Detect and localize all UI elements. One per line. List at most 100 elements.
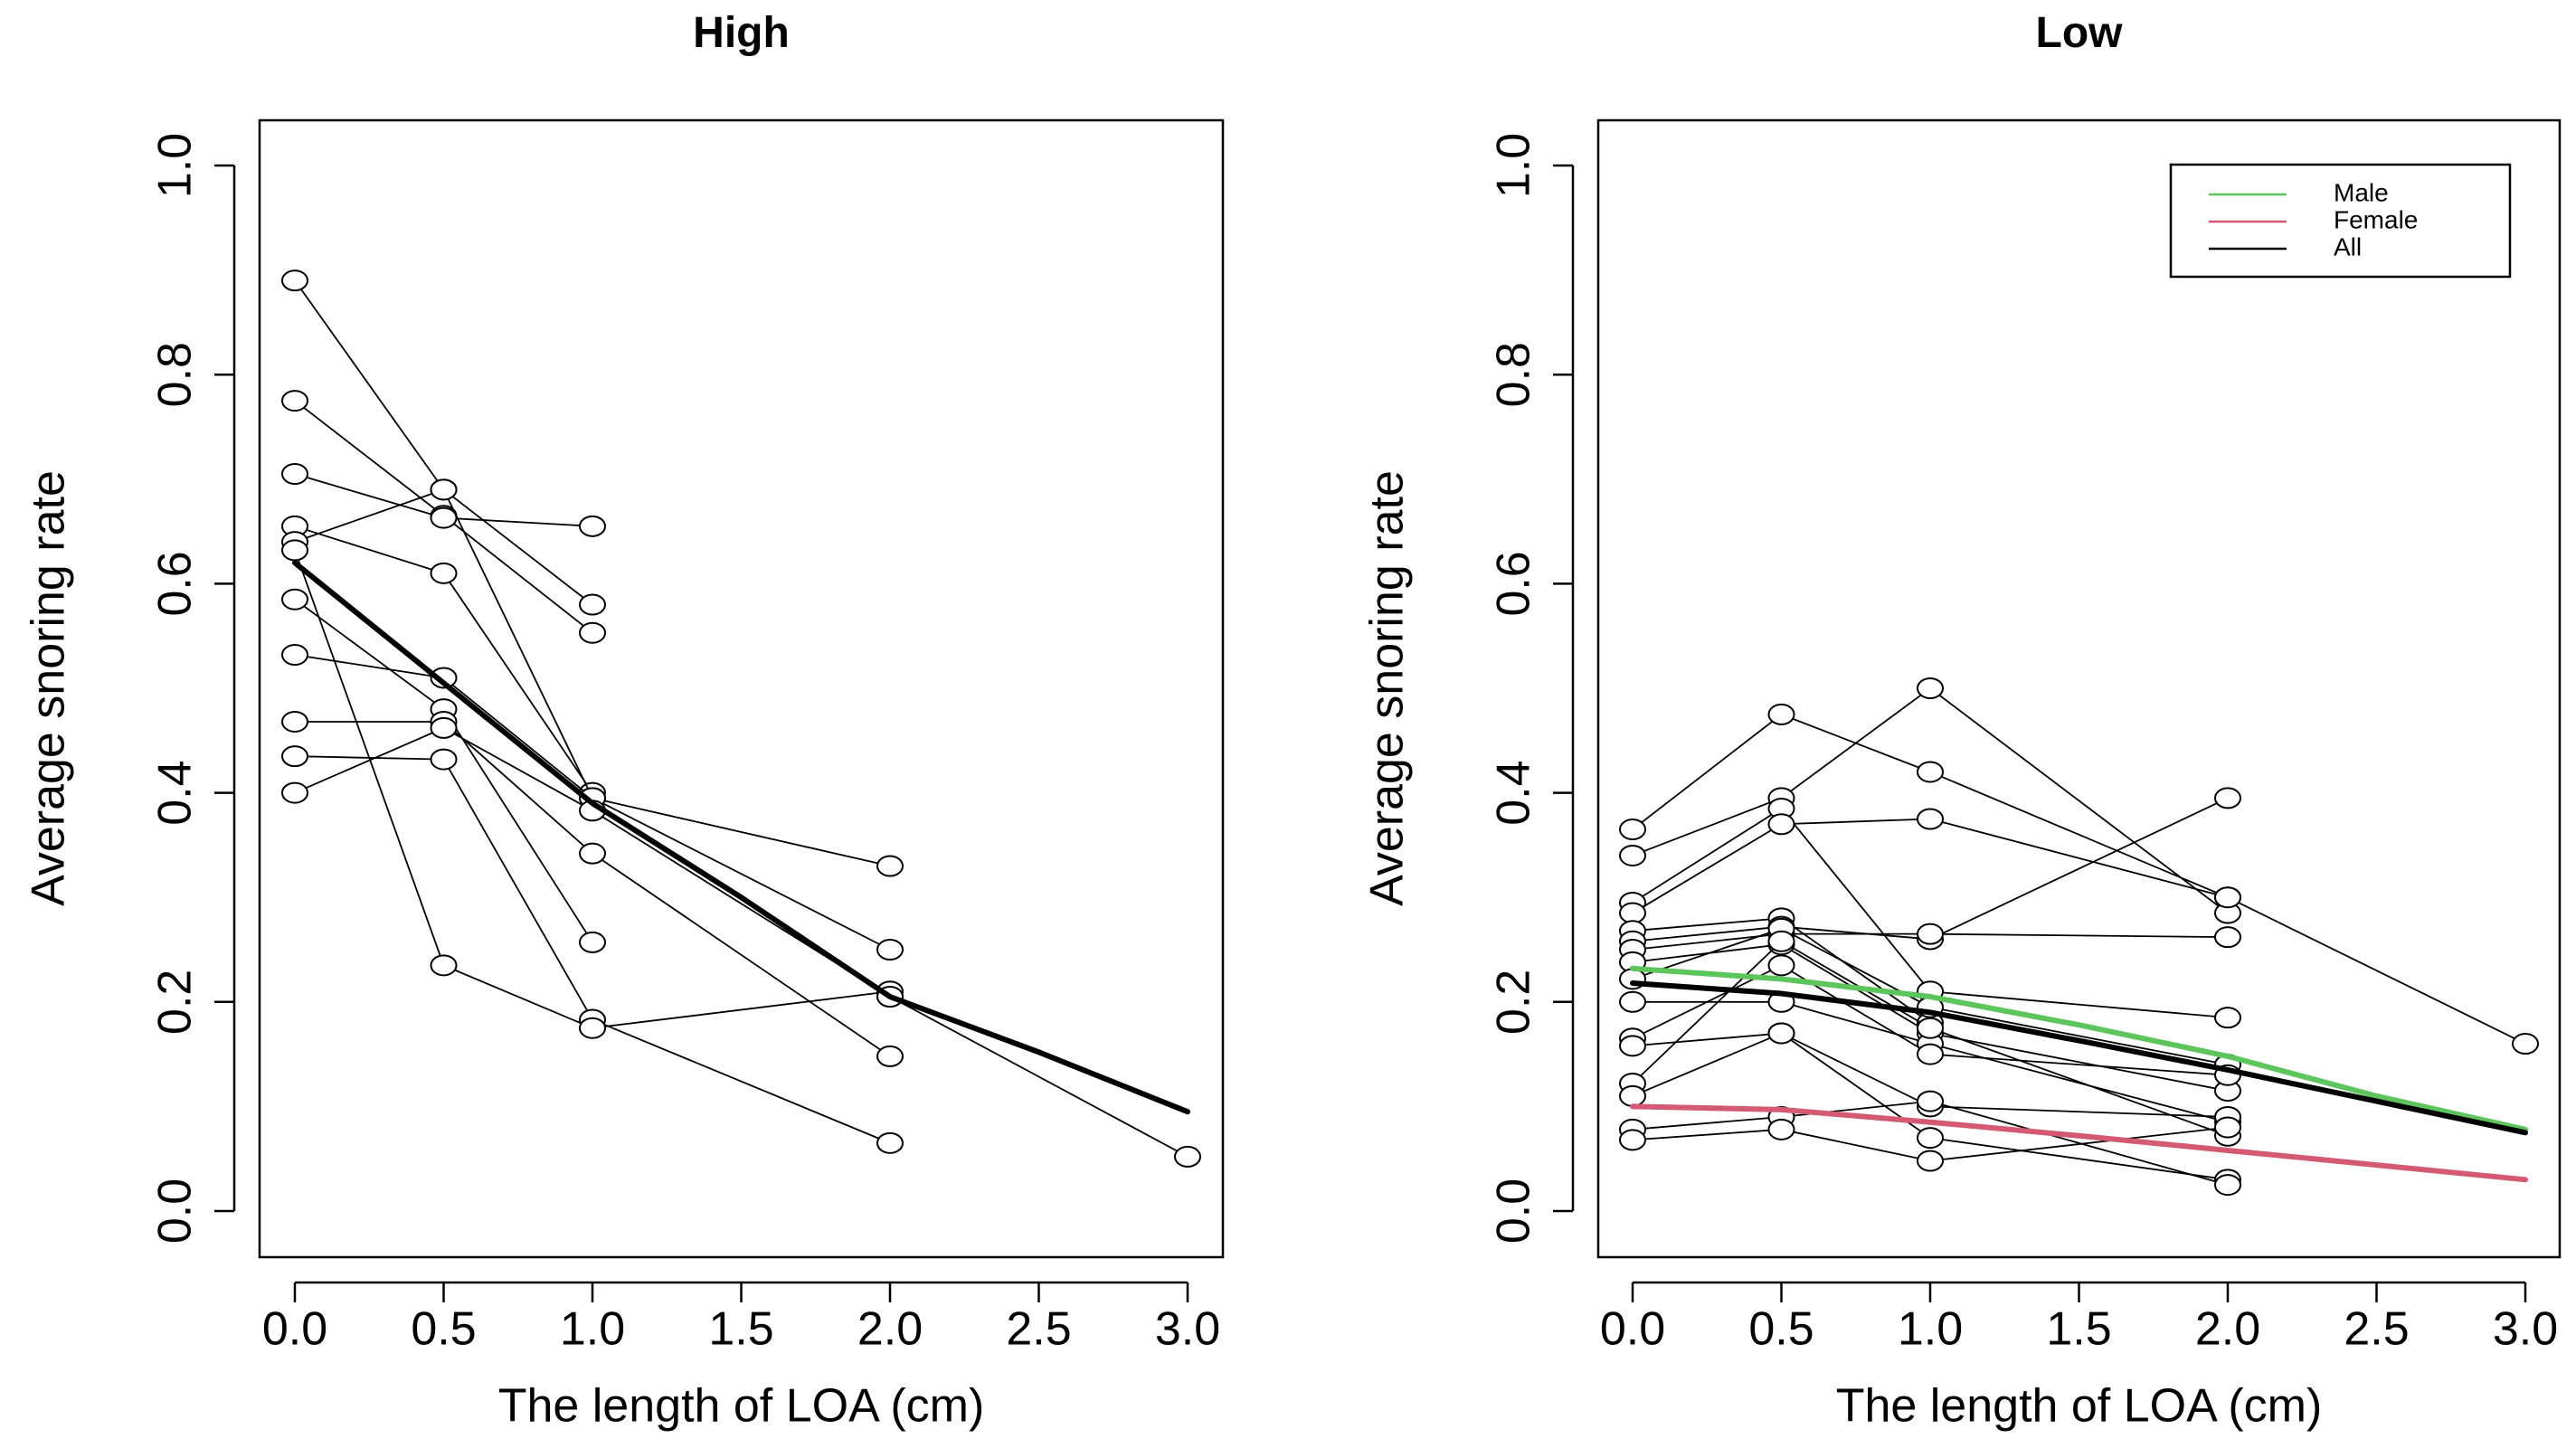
panel-0-subject-9-point-0	[281, 781, 308, 804]
panel-high: High 0.0 0.5 1.0 1.5 2.0 2.5 3.0 The length of L…	[23, 9, 1225, 1433]
panel-0-y-axis: 0.0 0.2 0.4 0.6 0.8 1.0 Average snoring rate	[23, 133, 236, 1244]
panel-1-fit-female-line	[1630, 1103, 2528, 1183]
panel-0-subject-3-point-1	[430, 562, 458, 584]
panel-1-subject-11-point-0	[1619, 1035, 1646, 1057]
panel-0-subject-7-point-3	[876, 1045, 904, 1067]
panel-1-x-tick-label-3: 1.5	[2046, 1303, 2111, 1356]
panel-1-subject-line-6	[1632, 932, 2229, 951]
panel-1-subject-14-point-3	[2214, 1174, 2241, 1197]
panel-0-x-axis-title: The length of LOA (cm)	[498, 1380, 985, 1433]
panel-1-subject-line-8	[1632, 927, 2229, 1066]
panel-1-subject-line-12	[1632, 940, 2229, 1137]
panel-0-x-tick-label-2: 1.0	[560, 1303, 625, 1356]
panel-0-subject-8-point-0	[281, 745, 308, 768]
panel-0-subject-2-point-0	[281, 463, 308, 486]
panel-0-fit-all-line	[292, 560, 1190, 1115]
panel-1-subject-15-point-0	[1619, 1129, 1646, 1151]
panel-1-subject-13-point-2	[1917, 1127, 1944, 1150]
panel-0-subjects	[281, 270, 1201, 1168]
panel-0-subject-6-point-1	[430, 667, 458, 689]
panel-0-subject-line-5	[294, 599, 593, 943]
panel-1-x-tick-label-1: 0.5	[1748, 1303, 1814, 1356]
panel-0-subject-line-6	[294, 654, 891, 867]
panel-0-x-tick-label-6: 3.0	[1155, 1303, 1220, 1356]
panel-1-subject-line-5	[1632, 797, 2229, 942]
panel-1-subject-3-point-2	[1917, 808, 1944, 830]
panel-1-subject-line-0	[1632, 713, 2229, 899]
panel-1-legend-label-all: All	[2334, 232, 2362, 260]
panel-1-subject-12-point-2	[1917, 1017, 1944, 1039]
panel-0-y-axis-title: Average snoring rate	[23, 470, 75, 906]
panel-1-subject-0-point-0	[1619, 819, 1646, 841]
panel-1-y-tick-label-0: 0.0	[1488, 1178, 1540, 1244]
panel-0-subject-10-point-0	[281, 539, 308, 562]
panel-1-subject-6-point-3	[2214, 926, 2241, 949]
panel-1-subject-3-point-4	[2512, 1033, 2539, 1055]
panel-1-fitted-curves	[1630, 965, 2528, 1183]
panel-1-x-axis-title: The length of LOA (cm)	[1836, 1380, 2323, 1433]
panel-1-x-axis: 0.0 0.5 1.0 1.5 2.0 2.5 3.0 The length of LOA (…	[1600, 1281, 2558, 1433]
panel-1-subject-line-15	[1632, 1126, 2229, 1162]
panel-1-subject-5-point-3	[2214, 787, 2241, 809]
panel-0-subject-8-point-3	[876, 1131, 904, 1154]
panel-0-subject-9-point-1	[430, 716, 458, 739]
panel-1-subject-13-point-0	[1619, 1084, 1646, 1107]
panel-0-plot-frame	[258, 118, 1225, 1259]
panel-1-subject-9-point-0	[1619, 990, 1646, 1013]
panel-0-subject-2-point-2	[579, 515, 606, 537]
panel-0-x-tick-label-1: 0.5	[411, 1303, 476, 1356]
panel-1-y-tick-label-1: 0.2	[1488, 970, 1540, 1035]
panel-1-subject-line-3	[1632, 818, 2526, 1045]
panel-1-y-axis-title: Average snoring rate	[1361, 470, 1414, 906]
panel-0-subject-5-point-2	[579, 931, 606, 953]
panel-1-subject-15-point-2	[1917, 1150, 1944, 1172]
panel-0-subject-1-point-2	[579, 621, 606, 644]
panel-1-subject-line-11	[1632, 1032, 2229, 1118]
panel-low: Low 0.0 0.5 1.0 1.5 2.0 2.5 3.0 The length of LO…	[1361, 9, 2562, 1433]
panel-1-subject-line-10	[1632, 964, 2229, 1076]
panel-1-x-tick-label-5: 2.5	[2344, 1303, 2409, 1356]
panel-1-subject-line-13	[1632, 1032, 2229, 1181]
panel-1-subject-1-point-2	[1917, 677, 1944, 699]
panel-1-x-tick-label-2: 1.0	[1898, 1303, 1963, 1356]
panel-1-subject-15-point-3	[2214, 1116, 2241, 1139]
panel-1-subject-10-point-1	[1767, 954, 1795, 977]
panel-0-y-tick-label-3: 0.6	[149, 551, 202, 616]
panel-1-subject-line-1	[1632, 686, 2229, 914]
panel-1-x-tick-label-0: 0.0	[1600, 1303, 1665, 1356]
panel-0-fitted-curves	[292, 560, 1190, 1115]
panel-1-subject-1-point-0	[1619, 844, 1646, 866]
panel-0-subject-0-point-2	[579, 593, 606, 616]
panel-1-subject-3-point-3	[2214, 886, 2241, 909]
panel-0-subject-8-point-1	[430, 748, 458, 771]
panel-1-plot-frame	[1596, 118, 2562, 1259]
panel-0-subject-line-0	[294, 279, 593, 606]
panel-0-subject-7-point-0	[281, 710, 308, 733]
panel-1-y-tick-label-4: 0.8	[1488, 342, 1540, 407]
panel-1-subjects	[1619, 677, 2539, 1197]
panel-0-y-tick-label-0: 0.0	[149, 1178, 202, 1244]
panel-0-subject-10-point-1	[430, 954, 458, 977]
panel-0-x-axis: 0.0 0.5 1.0 1.5 2.0 2.5 3.0 The length of LOA (…	[262, 1281, 1220, 1433]
panel-0-subject-7-point-2	[579, 842, 606, 865]
panel-1-subject-12-point-1	[1767, 930, 1795, 952]
panel-1-subject-15-point-1	[1767, 1118, 1795, 1140]
panel-0-subject-0-point-0	[281, 270, 308, 292]
panel-1-subject-13-point-1	[1767, 1022, 1795, 1045]
panel-1-y-tick-label-5: 1.0	[1488, 133, 1540, 198]
panel-0-y-tick-label-2: 0.4	[149, 760, 202, 825]
panel-0-y-tick-label-5: 1.0	[149, 133, 202, 198]
panel-1-y-tick-label-2: 0.4	[1488, 760, 1540, 825]
panel-0-subject-line-11	[889, 996, 1189, 1158]
panel-0-x-tick-label-4: 2.0	[857, 1303, 923, 1356]
panel-0-x-tick-label-3: 1.5	[708, 1303, 773, 1356]
panel-1-subject-6-point-2	[1917, 923, 1944, 945]
panel-1-y-tick-label-3: 0.6	[1488, 551, 1540, 616]
panel-1-legend-label-male: Male	[2334, 178, 2389, 206]
panel-0-x-tick-label-5: 2.5	[1006, 1303, 1071, 1356]
panel-0-subject-4-point-3	[876, 939, 904, 961]
panel-1-subject-3-point-1	[1767, 813, 1795, 836]
panel-1-fit-all-line	[1630, 980, 2528, 1136]
panel-1-subject-10-point-2	[1917, 1043, 1944, 1065]
